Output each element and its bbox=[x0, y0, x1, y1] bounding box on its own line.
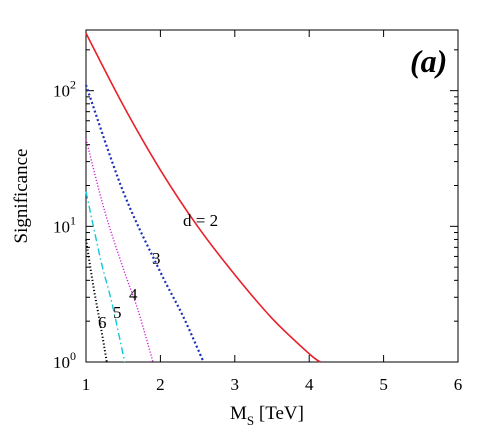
x-axis-label: MS [TeV] bbox=[230, 403, 304, 428]
series-label-3: 3 bbox=[152, 249, 161, 268]
y-tick-exponent: 2 bbox=[70, 78, 76, 92]
series-line-6 bbox=[85, 239, 108, 363]
series-label-6: 6 bbox=[98, 313, 107, 332]
x-tick-label: 2 bbox=[156, 375, 165, 394]
panel-label: (a) bbox=[410, 43, 447, 79]
series-lines bbox=[84, 32, 321, 363]
x-tick-label: 6 bbox=[454, 375, 463, 394]
x-axis-label-main: M bbox=[230, 403, 247, 424]
y-tick-exponent: 0 bbox=[70, 349, 76, 363]
x-tick-label: 4 bbox=[305, 375, 314, 394]
series-label-5: 5 bbox=[113, 303, 122, 322]
x-tick-label: 1 bbox=[82, 375, 91, 394]
y-tick-base: 10 bbox=[53, 353, 70, 372]
y-tick-label: 100 bbox=[53, 349, 76, 372]
series-line-3 bbox=[84, 84, 205, 363]
x-tick-label: 3 bbox=[231, 375, 240, 394]
series-label-2: d = 2 bbox=[183, 211, 218, 230]
x-axis-label-unit: [TeV] bbox=[254, 403, 304, 424]
series-line-2 bbox=[85, 32, 321, 363]
series-line-5 bbox=[85, 191, 126, 363]
series-label-4: 4 bbox=[129, 285, 138, 304]
y-tick-label: 102 bbox=[53, 78, 76, 101]
y-tick-exponent: 1 bbox=[70, 213, 76, 227]
series-line-4 bbox=[85, 138, 154, 363]
x-tick-label: 5 bbox=[379, 375, 388, 394]
y-tick-label: 101 bbox=[53, 213, 76, 236]
x-axis-label-sub: S bbox=[247, 413, 254, 428]
y-axis-label: Significance bbox=[11, 149, 32, 244]
y-tick-base: 10 bbox=[53, 217, 70, 236]
y-tick-base: 10 bbox=[53, 82, 70, 101]
plot-frame bbox=[85, 29, 459, 363]
